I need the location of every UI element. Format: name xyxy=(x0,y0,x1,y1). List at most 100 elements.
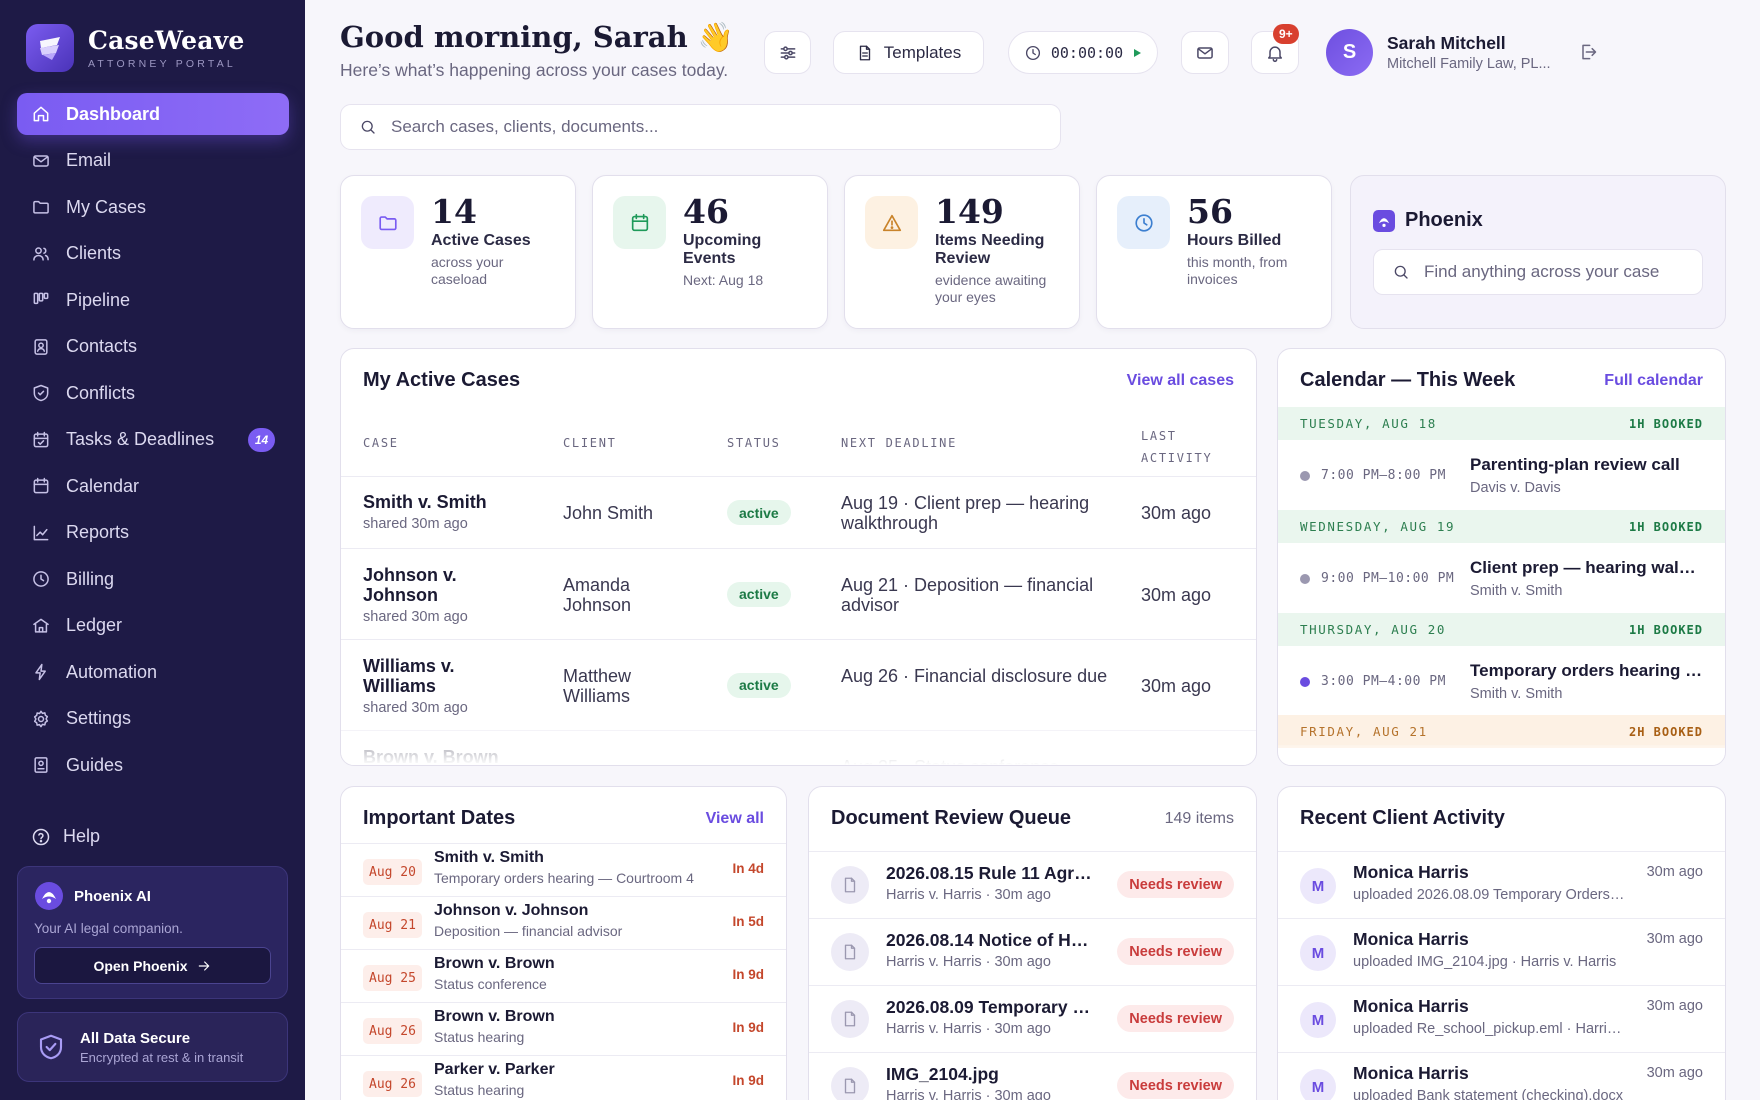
stat-card-items-needing-review[interactable]: 149 Items Needing Review evidence awaiti… xyxy=(844,175,1080,329)
status-badge: active xyxy=(727,672,791,698)
calendar-week-panel: Calendar — This Week Full calendar TUESD… xyxy=(1277,348,1726,766)
date-description: Deposition — financial advisor xyxy=(434,923,623,939)
column-header-case: CASE xyxy=(363,436,399,450)
sidebar-item-pipeline[interactable]: Pipeline xyxy=(17,279,289,321)
days-remaining: In 9d xyxy=(732,967,764,982)
sidebar-item-tasks-deadlines[interactable]: Tasks & Deadlines 14 xyxy=(17,419,289,461)
view-all-dates-link[interactable]: View all xyxy=(705,810,764,827)
stat-label: Active Cases xyxy=(431,232,531,249)
event-title: Parenting-plan review call xyxy=(1470,455,1680,474)
list-item[interactable]: IMG_2104.jpg Harris v. Harris · 30m ago … xyxy=(809,1052,1256,1100)
case-name[interactable]: Williams v. Williams shared 30m ago xyxy=(363,656,523,718)
sidebar-item-guides[interactable]: Guides xyxy=(17,744,289,786)
data-secure-card: All Data Secure Encrypted at rest & in t… xyxy=(17,1012,288,1082)
notifications-button[interactable]: 9+ xyxy=(1251,24,1299,74)
stat-card-hours-billed[interactable]: 56 Hours Billed this month, from invoice… xyxy=(1096,175,1332,329)
list-item[interactable]: Aug 21 Johnson v. Johnson Deposition — f… xyxy=(341,896,786,949)
greeting-subtitle: Here’s what’s happening across your case… xyxy=(340,60,729,80)
stat-subtitle: Next: Aug 18 xyxy=(683,272,764,288)
open-phoenix-label: Open Phoenix xyxy=(93,957,188,974)
user-name: Sarah Mitchell xyxy=(1387,33,1506,53)
sidebar-item-ledger[interactable]: Ledger xyxy=(17,605,289,647)
case-last-activity: 30m ago xyxy=(1141,584,1212,605)
needs-review-badge[interactable]: Needs review xyxy=(1117,1005,1234,1032)
case-next-deadline: Aug 19 · Client prep — hearing walkthrou… xyxy=(841,493,1090,533)
list-item[interactable]: M Monica Harris uploaded Re_school_picku… xyxy=(1278,985,1725,1052)
sidebar-item-label: Clients xyxy=(66,243,122,263)
sidebar-item-label: Pipeline xyxy=(66,289,131,310)
time-tracker[interactable]: 00:00:00 xyxy=(1008,31,1158,74)
case-client: John Smith xyxy=(563,503,654,523)
filter-settings-button[interactable] xyxy=(764,31,811,74)
sidebar-item-clients[interactable]: Clients xyxy=(17,233,289,275)
needs-review-badge[interactable]: Needs review xyxy=(1117,938,1234,965)
play-icon[interactable] xyxy=(1132,48,1142,58)
avatar: M xyxy=(1300,1069,1336,1100)
table-row[interactable]: Williams v. Williams shared 30m ago Matt… xyxy=(341,639,1256,730)
sidebar-nav: Dashboard Email My Cases Clients Pipelin… xyxy=(17,93,289,791)
templates-label: Templates xyxy=(883,42,962,62)
user-profile[interactable]: S Sarah Mitchell Mitchell Family Law, PL… xyxy=(1326,29,1551,76)
secure-title: All Data Secure xyxy=(80,1029,191,1047)
booked-hours: 1H BOOKED xyxy=(1628,622,1703,637)
important-dates-title: Important Dates xyxy=(363,807,516,829)
booked-hours: 1H BOOKED xyxy=(1628,519,1703,534)
list-item[interactable]: Aug 25 Brown v. Brown Status conference … xyxy=(341,949,786,1002)
help-icon xyxy=(32,828,50,845)
stat-card-upcoming-events[interactable]: 46 Upcoming Events Next: Aug 18 xyxy=(592,175,828,329)
document-meta: Harris v. Harris · 30m ago xyxy=(886,954,1051,970)
document-name: IMG_2104.jpg xyxy=(886,1064,999,1084)
sidebar-item-my-cases[interactable]: My Cases xyxy=(17,186,289,228)
calendar-event[interactable]: 3:00 PM–4:00 PM Temporary orders hearing… xyxy=(1278,646,1725,716)
needs-review-badge[interactable]: Needs review xyxy=(1117,871,1234,898)
search-input[interactable]: Search cases, clients, documents... xyxy=(391,117,659,136)
list-item[interactable]: M Monica Harris uploaded 2026.08.09 Temp… xyxy=(1278,851,1725,918)
full-calendar-link[interactable]: Full calendar xyxy=(1604,372,1703,389)
list-item[interactable]: Aug 26 Brown v. Brown Status hearing In … xyxy=(341,1002,786,1055)
sidebar-item-automation[interactable]: Automation xyxy=(17,651,289,693)
sidebar-item-settings[interactable]: Settings xyxy=(17,698,289,740)
list-item[interactable]: M Monica Harris uploaded Bank statement … xyxy=(1278,1052,1725,1100)
sidebar-item-billing[interactable]: Billing xyxy=(17,558,289,600)
sidebar-item-contacts[interactable]: Contacts xyxy=(17,326,289,368)
mail-button[interactable] xyxy=(1181,31,1229,74)
list-item[interactable]: M Monica Harris uploaded IMG_2104.jpg · … xyxy=(1278,918,1725,985)
table-row[interactable]: Smith v. Smith shared 30m ago John Smith… xyxy=(341,476,1256,548)
logout-button[interactable] xyxy=(1578,42,1598,62)
case-name[interactable]: Johnson v. Johnson shared 30m ago xyxy=(363,565,523,627)
list-item[interactable]: Aug 26 Parker v. Parker Status hearing I… xyxy=(341,1055,786,1100)
activity-client: Monica Harris xyxy=(1353,862,1469,882)
case-name[interactable]: Smith v. Smith shared 30m ago xyxy=(363,492,523,534)
date-description: Status hearing xyxy=(434,1029,525,1045)
help-link[interactable]: Help xyxy=(31,826,100,847)
brand[interactable]: CaseWeave ATTORNEY PORTAL xyxy=(26,24,244,72)
gear-icon xyxy=(33,710,49,727)
sidebar-item-dashboard[interactable]: Dashboard xyxy=(17,93,289,135)
table-row[interactable]: Johnson v. Johnson shared 30m ago Amanda… xyxy=(341,548,1256,639)
templates-button[interactable]: Templates xyxy=(833,31,984,74)
global-search[interactable]: Search cases, clients, documents... xyxy=(340,104,1061,150)
book-icon xyxy=(34,757,48,773)
calendar-event[interactable]: 7:00 PM–8:00 PM Parenting-plan review ca… xyxy=(1278,440,1725,510)
sidebar-item-reports[interactable]: Reports xyxy=(17,512,289,554)
sidebar-item-conflicts[interactable]: Conflicts xyxy=(17,372,289,414)
event-time: 7:00 PM–8:00 PM xyxy=(1321,468,1446,483)
open-phoenix-button[interactable]: Open Phoenix xyxy=(34,947,271,984)
calendar-event[interactable]: 9:00 PM–10:00 PM Client prep — hearing w… xyxy=(1278,543,1725,613)
needs-review-badge[interactable]: Needs review xyxy=(1117,1072,1234,1099)
document-icon xyxy=(859,45,870,60)
bank-icon xyxy=(33,618,49,633)
view-all-cases-link[interactable]: View all cases xyxy=(1126,372,1234,389)
search-icon xyxy=(361,120,375,134)
stopwatch-icon xyxy=(1025,45,1040,60)
list-item[interactable]: 2026.08.14 Notice of Hearing Harris v. H… xyxy=(809,918,1256,985)
sidebar-item-calendar[interactable]: Calendar xyxy=(17,465,289,507)
list-item[interactable]: 2026.08.09 Temporary Orders Harris v. Ha… xyxy=(809,985,1256,1052)
days-remaining: In 5d xyxy=(732,914,764,929)
sidebar-item-email[interactable]: Email xyxy=(17,140,289,182)
case-title: Smith v. Smith xyxy=(363,492,487,512)
stat-card-active-cases[interactable]: 14 Active Cases across your caseload xyxy=(340,175,576,329)
list-item[interactable]: Aug 20 Smith v. Smith Temporary orders h… xyxy=(341,843,786,896)
list-item[interactable]: 2026.08.15 Rule 11 Agreement Harris v. H… xyxy=(809,851,1256,918)
phoenix-search-input[interactable]: Find anything across your case xyxy=(1373,249,1703,295)
